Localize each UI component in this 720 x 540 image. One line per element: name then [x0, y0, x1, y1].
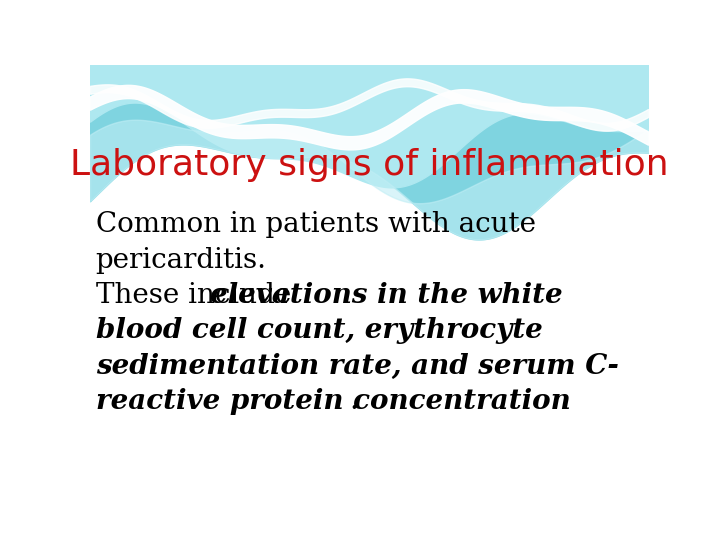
Text: blood cell count, erythrocyte: blood cell count, erythrocyte	[96, 318, 542, 345]
Text: pericarditis.: pericarditis.	[96, 247, 266, 274]
Text: Laboratory signs of inflammation: Laboratory signs of inflammation	[70, 147, 668, 181]
Text: These include: These include	[96, 282, 300, 309]
Text: sedimentation rate, and serum C-: sedimentation rate, and serum C-	[96, 353, 618, 380]
Text: .: .	[349, 388, 359, 415]
Text: elevations in the white: elevations in the white	[210, 282, 562, 309]
Text: reactive protein concentration: reactive protein concentration	[96, 388, 570, 415]
Text: Common in patients with acute: Common in patients with acute	[96, 211, 536, 238]
